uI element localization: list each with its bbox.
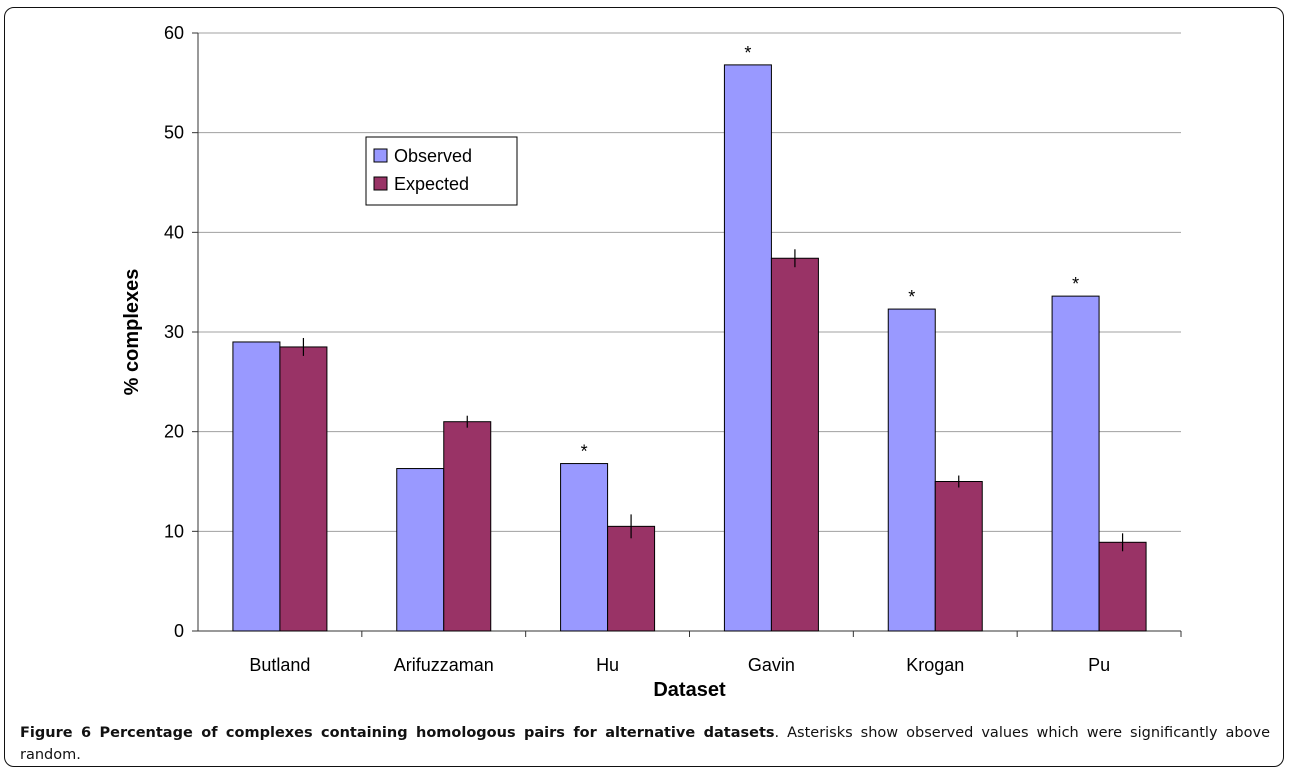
x-tick-label: Gavin (748, 655, 795, 675)
y-tick-label: 40 (164, 222, 184, 242)
label-layer: 0 10 20 30 40 50 60 Butland Arifuzzaman * Hu * Gavin… (121, 23, 1110, 701)
significance-marker: * (908, 287, 915, 307)
bar-chart: 0 10 20 30 40 50 60 Butland Arifuzzaman * Hu * Gavin… (121, 23, 1182, 701)
significance-marker: * (744, 43, 751, 63)
x-tick-label: Krogan (906, 655, 964, 675)
y-axis-title: % complexes (121, 269, 143, 396)
bar-expected-hu (607, 525, 656, 632)
x-tick-label: Pu (1088, 655, 1110, 675)
y-tick-label: 0 (174, 621, 184, 641)
axis-layer (192, 32, 1182, 637)
significance-marker: * (581, 442, 588, 462)
caption-label: Figure 6 Percentage of complexes contain… (20, 725, 775, 741)
legend-swatch-observed (373, 148, 388, 163)
legend: Observed Expected (365, 136, 518, 206)
bar-expected-krogan (934, 481, 983, 632)
legend-swatch-expected (373, 176, 388, 191)
grid-layer (198, 32, 1181, 532)
legend-label-observed: Observed (394, 146, 472, 166)
figure-caption: Figure 6 Percentage of complexes contain… (20, 722, 1270, 766)
y-tick-label: 10 (164, 521, 184, 541)
bar-observed-pu (1051, 295, 1100, 632)
bar-observed-arifuzzaman (396, 468, 445, 632)
y-tick-label: 30 (164, 322, 184, 342)
bar-observed-krogan (887, 308, 936, 632)
x-tick-label: Arifuzzaman (394, 655, 494, 675)
bar-layer (232, 64, 1147, 632)
bar-expected-pu (1098, 541, 1147, 632)
caption-text: . Asterisks show observed values which w… (20, 725, 1270, 763)
y-tick-label: 20 (164, 422, 184, 442)
y-tick-label: 50 (164, 123, 184, 143)
x-axis-title: Dataset (653, 679, 726, 701)
bar-expected-gavin (770, 257, 819, 632)
bar-observed-gavin (723, 64, 772, 632)
y-tick-label: 60 (164, 23, 184, 43)
bar-expected-arifuzzaman (443, 421, 492, 632)
x-tick-label: Butland (249, 655, 310, 675)
x-tick-label: Hu (596, 655, 619, 675)
significance-marker: * (1072, 274, 1079, 294)
bar-observed-butland (232, 341, 281, 632)
legend-box (365, 136, 518, 206)
bar-observed-hu (560, 463, 609, 632)
legend-label-expected: Expected (394, 174, 469, 194)
bar-expected-butland (279, 346, 328, 632)
